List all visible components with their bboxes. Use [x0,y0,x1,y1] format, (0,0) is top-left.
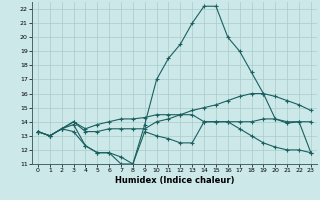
X-axis label: Humidex (Indice chaleur): Humidex (Indice chaleur) [115,176,234,185]
